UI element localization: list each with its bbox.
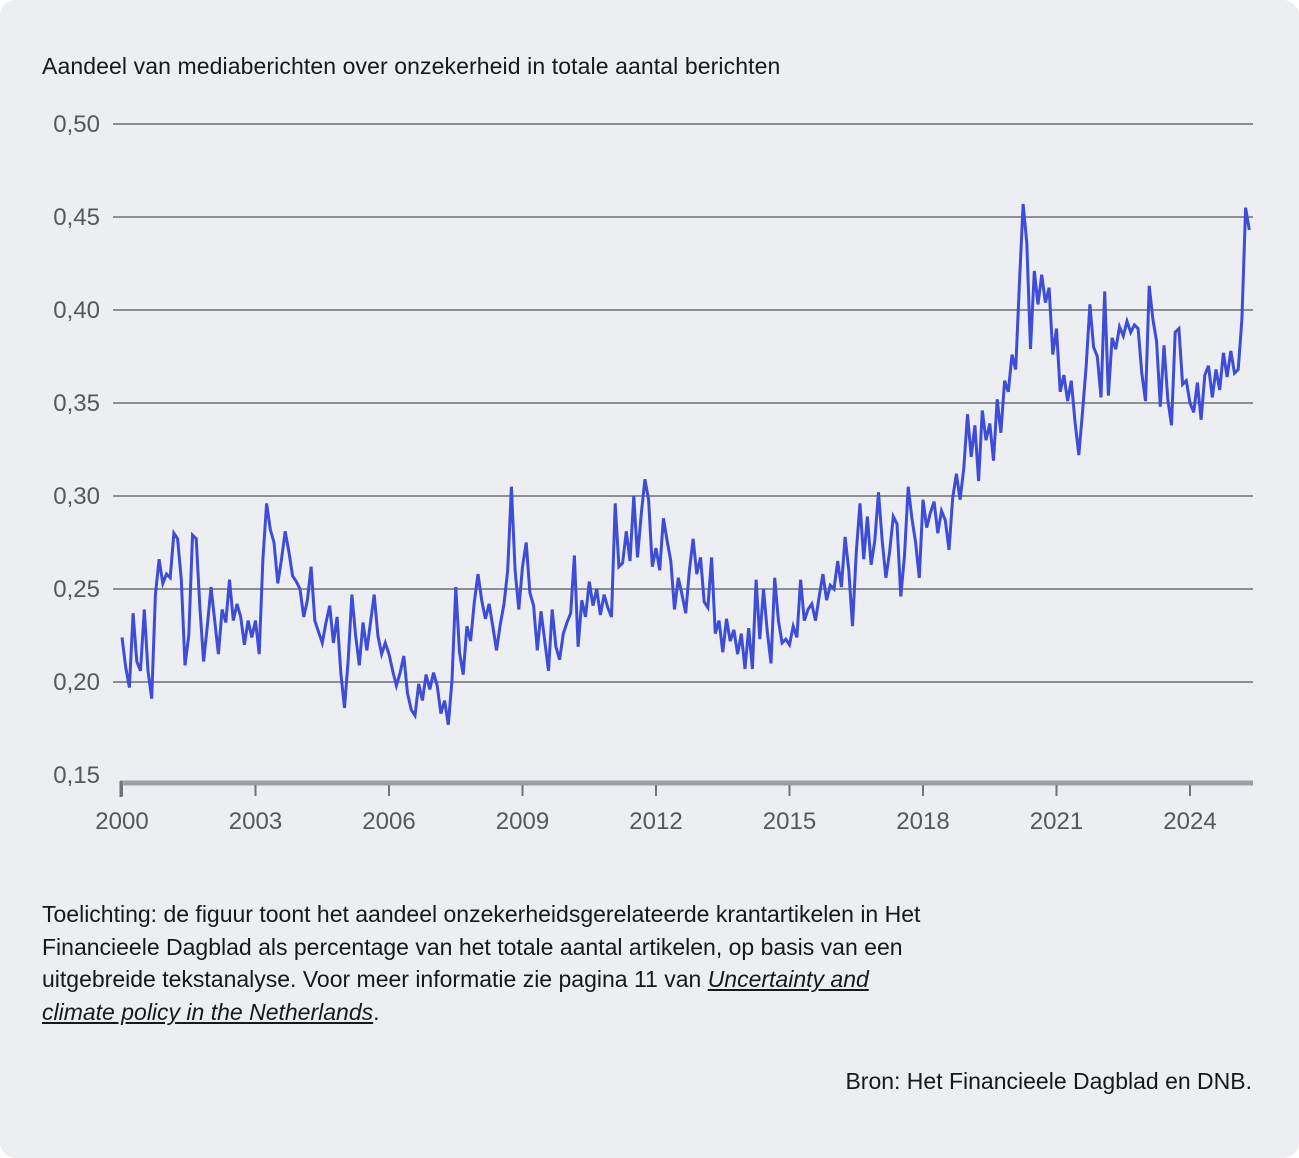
- y-tick-label: 0,35: [53, 390, 100, 417]
- y-tick-label: 0,45: [53, 204, 100, 231]
- uncertainty-share-line: [120, 203, 1251, 726]
- footnote: Toelichting: de figuur toont het aandeel…: [42, 898, 942, 1029]
- footnote-link[interactable]: Uncertainty and climate policy in the Ne…: [42, 966, 869, 1025]
- x-tick-label: 2006: [362, 808, 415, 835]
- x-tick-label: 2012: [629, 808, 682, 835]
- x-tick-label: 2018: [896, 808, 949, 835]
- line-chart: 0,50 0,45 0,40 0,35 0,30 0,25 0,20 0,15 2000 2003…: [53, 111, 1253, 835]
- x-tick-label: 2024: [1163, 808, 1216, 835]
- footnote-text: Toelichting: de figuur toont het aandeel…: [42, 901, 921, 993]
- y-tick-label: 0,15: [53, 762, 100, 789]
- y-tick-label: 0,40: [53, 297, 100, 324]
- x-tick-label: 2009: [496, 808, 549, 835]
- chart-title: Aandeel van mediaberichten over onzekerh…: [42, 53, 781, 79]
- x-tick-label: 2003: [229, 808, 282, 835]
- source-attribution: Bron: Het Financieele Dagblad en DNB.: [845, 1068, 1252, 1094]
- y-tick-label: 0,50: [53, 111, 100, 138]
- y-tick-label: 0,20: [53, 669, 100, 696]
- footnote-period: .: [373, 998, 380, 1025]
- y-tick-label: 0,30: [53, 483, 100, 510]
- x-tick-label: 2000: [95, 808, 148, 835]
- x-tick-label: 2021: [1030, 808, 1083, 835]
- y-tick-label: 0,25: [53, 576, 100, 603]
- x-tick-label: 2015: [763, 808, 816, 835]
